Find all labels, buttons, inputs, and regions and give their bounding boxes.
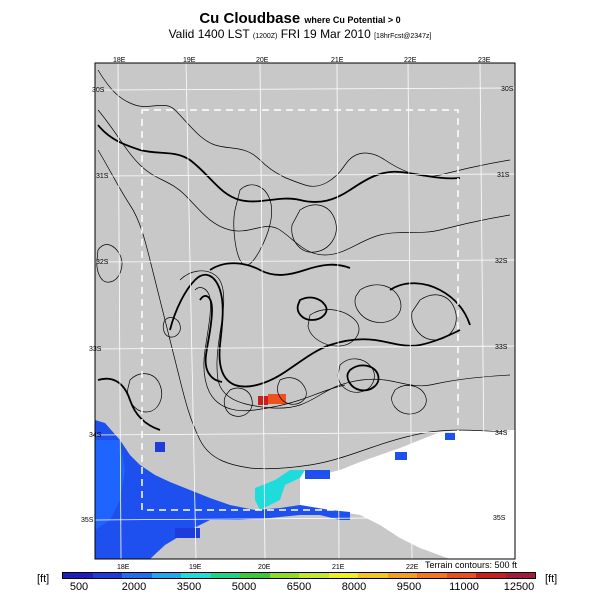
colorbar-swatch-4: [181, 573, 211, 578]
colorbar-tick-1: 2000: [121, 581, 147, 593]
lon-label-top-2: 20E: [256, 57, 269, 64]
colorbar-tick-5: 8000: [341, 581, 367, 593]
lat-label-left-1: 31S: [96, 173, 109, 180]
colorbar-unit-right: [ft]: [545, 573, 558, 585]
lon-label-top-1: 19E: [183, 57, 196, 64]
terrain-contours: [96, 69, 511, 470]
cloudbase-red-region: [258, 396, 268, 405]
colorbar-swatch-15: [505, 573, 535, 578]
cloudbase-cyan-region: [255, 470, 305, 510]
lon-label-bottom-1: 19E: [189, 564, 202, 571]
lat-label-right-1: 31S: [497, 172, 510, 179]
colorbar-swatch-9: [328, 573, 358, 578]
lat-label-left-0: 30S: [92, 87, 105, 94]
lat-label-right-5: 35S: [493, 515, 506, 522]
colorbar-swatch-11: [387, 573, 417, 578]
cloudbase-orange-region: [268, 394, 286, 404]
lat-lon-grid: [94, 62, 516, 560]
terrain-contours-bold: [97, 124, 471, 431]
colorbar-swatch-14: [476, 573, 506, 578]
colorbar-tick-0: 500: [69, 581, 89, 593]
lat-label-left-3: 33S: [89, 346, 102, 353]
cloudbase-blue-region: [95, 420, 455, 559]
colorbar-swatch-5: [210, 573, 240, 578]
chart-title: Cu Cloudbase where Cu Potential > 0: [199, 10, 401, 27]
colorbar-tick-7: 11000: [449, 581, 479, 593]
colorbar-swatch-7: [269, 573, 299, 578]
lat-label-right-3: 33S: [495, 344, 508, 351]
lon-label-top-0: 18E: [113, 57, 126, 64]
ocean-area: [300, 430, 515, 559]
colorbar-tick-6: 9500: [396, 581, 422, 593]
inner-domain-box: [141, 109, 459, 511]
colorbar-tick-3: 5000: [231, 581, 257, 593]
colorbar-swatch-3: [151, 573, 181, 578]
valid-time: Valid 1400 LST (1200Z) FRI 19 Mar 2010 […: [168, 27, 432, 41]
colorbar-swatch-6: [240, 573, 270, 578]
lon-label-top-4: 22E: [404, 57, 417, 64]
lon-label-bottom-3: 21E: [332, 564, 345, 571]
lat-label-left-4: 34S: [89, 432, 102, 439]
terrain-contours-note: Terrain contours: 500 ft: [424, 560, 517, 570]
colorbar-swatch-12: [417, 573, 447, 578]
colorbar-swatch-8: [299, 573, 329, 578]
lat-label-right-2: 32S: [495, 258, 508, 265]
colorbar-tick-2: 3500: [176, 581, 202, 593]
lat-label-right-0: 30S: [501, 86, 514, 93]
lat-label-right-4: 34S: [495, 430, 508, 437]
map-frame: [94, 62, 516, 560]
colorbar-swatch-13: [446, 573, 476, 578]
colorbar-tick-4: 6500: [286, 581, 312, 593]
colorbar-tick-8: 12500: [503, 581, 535, 593]
colorbar-swatch-10: [358, 573, 388, 578]
lon-label-bottom-0: 18E: [117, 564, 130, 571]
colorbar-ticks: 500 2000 3500 5000 6500 8000 9500 11000 12500: [62, 581, 536, 597]
colorbar-swatch-0: [63, 573, 93, 578]
colorbar-swatch-1: [92, 573, 122, 578]
colorbar-unit-left: [ft]: [37, 573, 50, 585]
lon-label-top-3: 21E: [331, 57, 344, 64]
lon-label-top-5: 23E: [478, 57, 491, 64]
lat-label-left-2: 32S: [96, 259, 109, 266]
colorbar-swatch-2: [122, 573, 152, 578]
lon-label-bottom-2: 20E: [258, 564, 271, 571]
colorbar: [62, 572, 536, 579]
lon-label-bottom-4: 22E: [406, 564, 419, 571]
lat-label-left-5: 35S: [81, 517, 94, 524]
